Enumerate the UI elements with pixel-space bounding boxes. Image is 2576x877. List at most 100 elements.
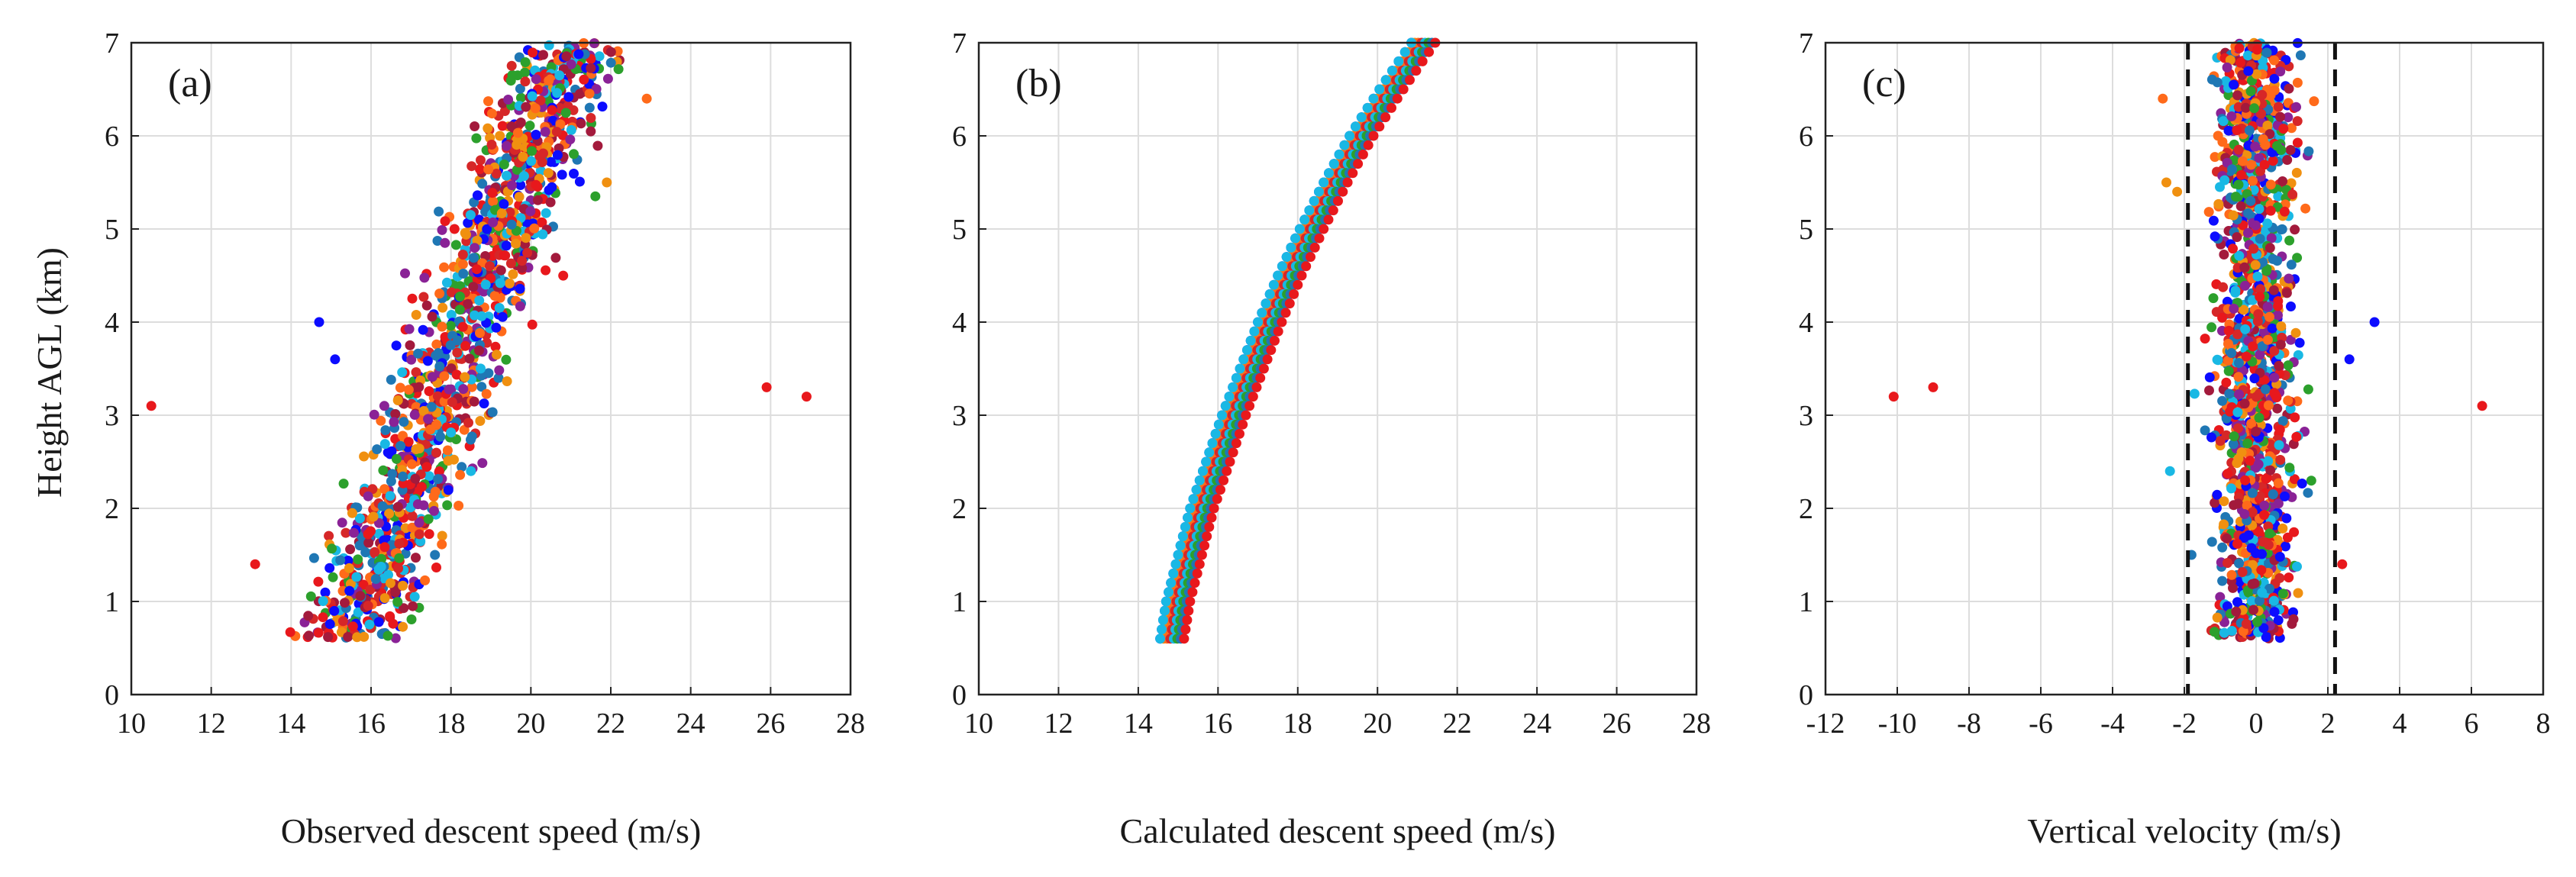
data-point: [470, 310, 480, 321]
data-point: [2221, 377, 2232, 388]
data-point: [1164, 587, 1174, 598]
data-point: [2234, 43, 2245, 53]
data-point: [2256, 108, 2266, 119]
data-point: [481, 389, 492, 399]
data-point: [552, 150, 563, 160]
data-point: [390, 434, 401, 444]
data-point: [452, 335, 463, 346]
outlier-point: [2164, 466, 2175, 476]
data-point: [506, 60, 517, 71]
data-point: [347, 621, 358, 632]
data-point: [515, 83, 525, 94]
data-point: [2217, 312, 2228, 323]
data-point: [2232, 407, 2243, 418]
data-point: [434, 206, 444, 217]
data-point: [1177, 531, 1188, 542]
data-point: [483, 123, 493, 134]
data-point: [1368, 131, 1379, 141]
data-point: [2274, 552, 2285, 562]
data-point: [1180, 624, 1191, 635]
data-point: [1210, 428, 1221, 439]
data-point: [379, 439, 390, 450]
data-point: [2287, 123, 2297, 134]
data-point: [531, 130, 541, 140]
data-point: [2291, 167, 2302, 178]
data-point: [1251, 382, 1262, 392]
data-point: [507, 180, 517, 191]
x-tick-label: 20: [516, 708, 545, 740]
data-point: [404, 324, 415, 334]
data-point: [431, 447, 441, 458]
data-point: [384, 508, 395, 519]
data-point: [1173, 550, 1183, 560]
data-point: [1242, 345, 1252, 356]
data-point: [460, 340, 470, 351]
data-point: [505, 76, 516, 86]
data-point: [2226, 626, 2237, 636]
axes-frame: [130, 41, 852, 696]
data-point: [2229, 303, 2239, 314]
data-point: [2232, 232, 2242, 243]
data-point: [488, 196, 499, 207]
data-point: [1182, 614, 1193, 625]
data-point: [408, 601, 418, 611]
x-tick-label: 2: [2321, 708, 2336, 740]
data-point: [2292, 77, 2303, 88]
data-point: [463, 218, 473, 228]
y-tick-label: 6: [105, 121, 119, 153]
data-point: [1299, 214, 1310, 225]
data-point: [1166, 578, 1177, 588]
data-point: [368, 511, 379, 522]
data-point: [411, 444, 421, 454]
data-point: [2217, 542, 2228, 553]
data-point: [499, 250, 509, 261]
data-point: [499, 160, 509, 169]
data-point: [2249, 373, 2260, 384]
y-tick-label: 7: [105, 27, 119, 60]
data-point: [1328, 205, 1338, 216]
data-point: [1304, 205, 1315, 216]
data-point: [2287, 189, 2298, 200]
data-point: [2277, 588, 2288, 599]
data-point: [2223, 125, 2234, 136]
data-point: [379, 401, 389, 411]
data-point: [2284, 463, 2295, 473]
data-point: [2217, 576, 2228, 586]
data-point: [466, 431, 477, 442]
y-tick-label: 0: [952, 679, 967, 711]
data-point: [2262, 121, 2273, 131]
data-point: [379, 484, 390, 495]
data-point: [1357, 149, 1368, 160]
data-point: [2278, 124, 2289, 134]
data-point: [2203, 207, 2214, 218]
panel-label: (a): [168, 62, 212, 105]
data-point: [586, 113, 596, 123]
data-point: [555, 119, 566, 130]
data-point: [2273, 615, 2284, 626]
outlier-point: [314, 317, 324, 327]
data-point: [551, 127, 562, 137]
data-point: [395, 382, 405, 393]
data-point: [566, 124, 576, 135]
data-point: [2227, 164, 2237, 175]
data-point: [505, 258, 516, 269]
data-point: [1212, 494, 1222, 505]
data-point: [2206, 322, 2217, 333]
data-point: [2262, 218, 2273, 229]
data-point: [1405, 75, 1415, 85]
data-point: [2251, 548, 2261, 559]
data-point: [490, 341, 501, 352]
data-point: [2228, 210, 2239, 221]
data-point: [2273, 301, 2284, 311]
data-point: [1244, 401, 1255, 411]
data-point: [512, 70, 523, 81]
data-point: [2243, 208, 2253, 218]
data-point: [343, 631, 353, 642]
data-point: [376, 553, 387, 564]
data-point: [484, 261, 495, 272]
data-point: [495, 278, 505, 289]
data-point: [2281, 288, 2292, 298]
data-point: [2210, 231, 2220, 242]
data-point: [540, 127, 550, 137]
data-point: [1273, 270, 1283, 281]
